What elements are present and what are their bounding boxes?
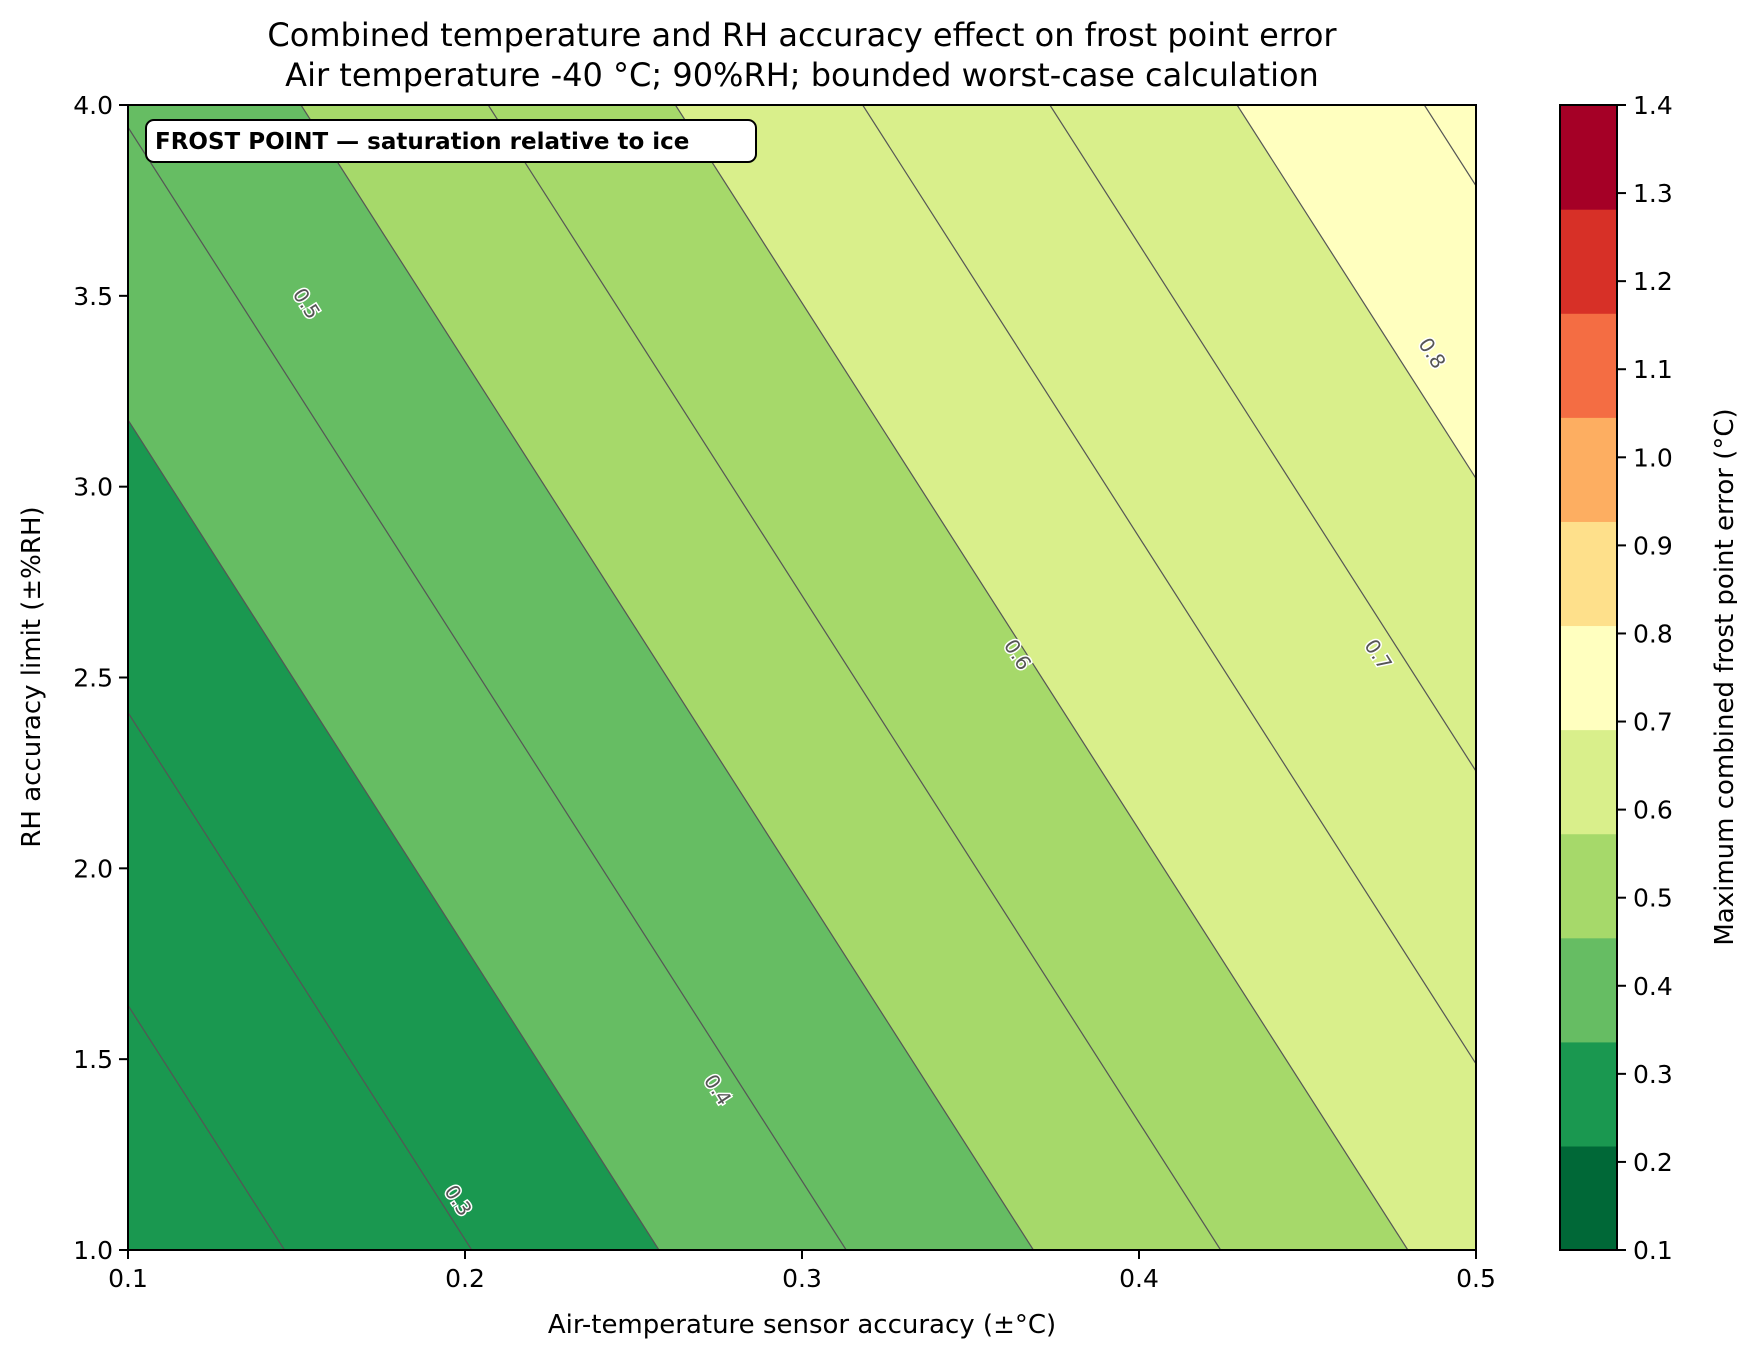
- colorbar-segment: [1560, 313, 1617, 418]
- colorbar-segment: [1560, 209, 1617, 314]
- x-tick-label: 0.2: [445, 1264, 485, 1293]
- y-tick-label: 2.0: [73, 854, 113, 883]
- plot-area: [128, 105, 1476, 1250]
- colorbar-tick-label: 0.6: [1633, 796, 1673, 825]
- contour-line: [487, 105, 1222, 1250]
- x-tick-label: 0.4: [1119, 1264, 1159, 1293]
- annotation-box: FROST POINT — saturation relative to ice: [145, 119, 757, 163]
- colorbar-tick-label: 0.8: [1633, 619, 1673, 648]
- y-tick-label: 2.5: [73, 664, 113, 693]
- colorbar-segment: [1560, 833, 1617, 939]
- colorbar-segment: [1560, 625, 1617, 731]
- contour-line: [128, 126, 847, 1250]
- colorbar-tick-label: 0.7: [1633, 708, 1673, 737]
- annotation-text: FROST POINT — saturation relative to ice: [155, 129, 689, 155]
- colorbar: 0.1 0.2 0.3 0.4 0.5 0.6 0.7 0.8 0.9 1.0 1.1 1.2 1.3 1…: [1560, 91, 1673, 1265]
- contour-fills: [128, 105, 1476, 1250]
- x-axis: 0.1 0.2 0.3 0.4 0.5: [108, 1250, 1496, 1293]
- annotation-background: [145, 119, 757, 163]
- colorbar-tick-label: 0.9: [1633, 531, 1673, 560]
- y-tick-label: 1.5: [73, 1045, 113, 1074]
- colorbar-segment: [1560, 1145, 1617, 1251]
- colorbar-tick-label: 1.0: [1633, 443, 1673, 472]
- colorbar-tick-label: 1.2: [1633, 267, 1673, 296]
- x-tick-label: 0.3: [782, 1264, 822, 1293]
- y-tick-label: 4.0: [73, 91, 113, 120]
- colorbar-tick-label: 0.1: [1633, 1236, 1673, 1265]
- colorbar-label: Maximum combined frost point error (°C): [1710, 408, 1737, 945]
- y-tick-label: 3.0: [73, 473, 113, 502]
- colorbar-tick-label: 1.3: [1633, 179, 1673, 208]
- contour-line: [674, 105, 1409, 1250]
- colorbar-tick-label: 1.4: [1633, 91, 1673, 120]
- x-tick-label: 0.1: [108, 1264, 148, 1293]
- contour-line: [128, 419, 660, 1250]
- contour-line: [862, 105, 1476, 1065]
- contour-line: [1049, 105, 1476, 772]
- contour-line: [300, 105, 1034, 1250]
- contour-line: [128, 712, 473, 1250]
- contour-lines: [128, 105, 1476, 1250]
- colorbar-frame: [1559, 104, 1618, 1251]
- y-axis-label: RH accuracy limit (±%RH): [17, 506, 47, 847]
- chart-subtitle: Air temperature -40 °C; 90%RH; bounded w…: [285, 56, 1319, 94]
- colorbar-segment: [1560, 521, 1617, 627]
- contour-line: [1423, 105, 1476, 187]
- y-axis: 1.0 1.5 2.0 2.5 3.0 3.5 4.0: [73, 91, 128, 1265]
- x-tick-label: 0.5: [1456, 1264, 1496, 1293]
- colorbar-tick-label: 0.5: [1633, 884, 1673, 913]
- colorbar-tick-label: 0.2: [1633, 1148, 1673, 1177]
- x-axis-label: Air-temperature sensor accuracy (±°C): [548, 1310, 1056, 1340]
- chart-title: Combined temperature and RH accuracy eff…: [267, 16, 1337, 54]
- colorbar-tick-label: 0.4: [1633, 972, 1673, 1001]
- contour-line: [1236, 105, 1476, 479]
- colorbar-segment: [1560, 1041, 1617, 1147]
- colorbar-segment: [1560, 105, 1617, 210]
- y-tick-label: 1.0: [73, 1236, 113, 1265]
- colorbar-segment: [1560, 417, 1617, 522]
- colorbar-segment: [1560, 729, 1617, 835]
- contour-line: [128, 1004, 286, 1250]
- y-tick-label: 3.5: [73, 282, 113, 311]
- colorbar-segment: [1560, 937, 1617, 1043]
- colorbar-tick-label: 0.3: [1633, 1060, 1673, 1089]
- colorbar-tick-label: 1.1: [1633, 355, 1673, 384]
